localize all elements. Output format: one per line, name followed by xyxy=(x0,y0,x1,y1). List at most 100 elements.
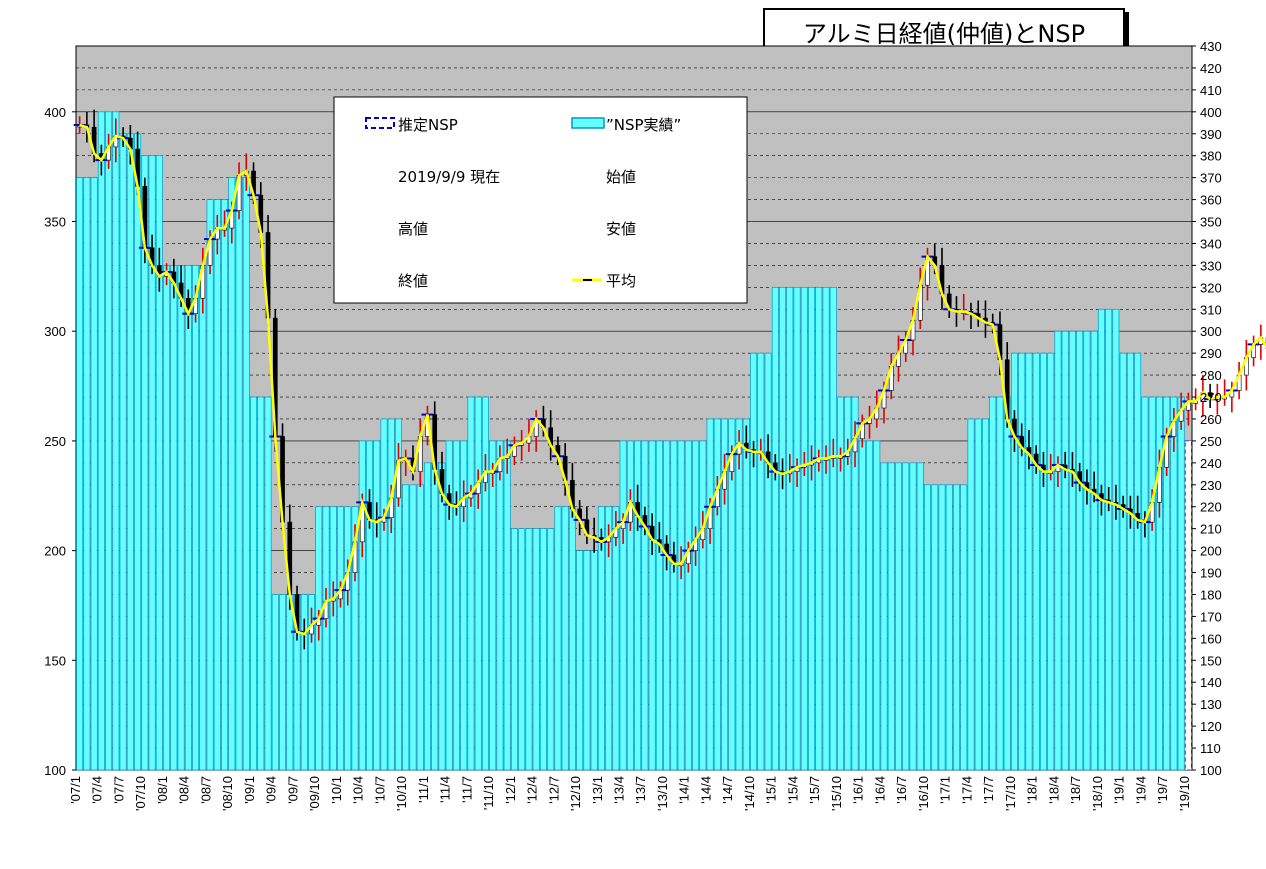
nsp-bar xyxy=(525,528,533,771)
left-axis-label: 300 xyxy=(44,324,66,339)
x-axis-label: '14/10 xyxy=(742,776,757,811)
x-axis-label: '07/10 xyxy=(133,776,148,811)
right-axis-label: 320 xyxy=(1200,280,1222,295)
nsp-bar xyxy=(1105,308,1113,771)
nsp-bar xyxy=(873,440,881,771)
left-axis-label: 100 xyxy=(44,763,66,778)
x-axis-label: '12/7 xyxy=(546,776,561,804)
nsp-bar xyxy=(568,506,576,771)
nsp-bar xyxy=(148,155,156,771)
right-axis-label: 380 xyxy=(1200,149,1222,164)
nsp-bar xyxy=(141,155,149,771)
nsp-bar xyxy=(97,111,105,771)
nsp-bar xyxy=(250,396,258,771)
nsp-bar xyxy=(199,265,207,771)
nsp-bar xyxy=(1032,352,1040,771)
nsp-bar xyxy=(271,594,279,771)
nsp-bar xyxy=(1061,330,1069,771)
nsp-bar xyxy=(1177,396,1185,771)
nsp-bar xyxy=(170,265,178,771)
x-axis-label: '10/10 xyxy=(394,776,409,811)
nsp-bar xyxy=(1083,330,1091,771)
nsp-bar xyxy=(648,440,656,771)
legend-nsp-actual-marker xyxy=(571,117,605,129)
legend-estimated-nsp-marker xyxy=(365,117,395,129)
right-axis-label: 260 xyxy=(1200,412,1222,427)
x-axis-label: '14/7 xyxy=(720,776,735,804)
x-axis-label: '17/1 xyxy=(938,776,953,804)
nsp-bar xyxy=(945,484,953,771)
right-axis-label: 270 xyxy=(1200,390,1222,405)
nsp-bar xyxy=(938,484,946,771)
left-axis-label: 400 xyxy=(44,105,66,120)
nsp-bar xyxy=(547,528,555,771)
x-axis-label: '07/7 xyxy=(111,776,126,804)
nsp-bar xyxy=(641,440,649,771)
x-axis-label: '15/7 xyxy=(807,776,822,804)
nsp-bar xyxy=(655,440,663,771)
nsp-bar xyxy=(786,286,794,771)
nsp-bar xyxy=(163,265,171,771)
nsp-bar xyxy=(1010,352,1018,771)
x-axis: '07/1 '07/4 '07/7 '07/10 '08/1 '08/4 '08/7 '08/… xyxy=(68,776,1192,811)
x-axis-label: '13/4 xyxy=(612,776,627,804)
nsp-bar xyxy=(1025,352,1033,771)
nsp-bar xyxy=(1170,396,1178,771)
nsp-bar xyxy=(184,265,192,771)
right-axis-label: 430 xyxy=(1200,39,1222,54)
x-axis-label: '15/1 xyxy=(764,776,779,804)
right-axis-label: 280 xyxy=(1200,368,1222,383)
x-axis-label: '13/7 xyxy=(633,776,648,804)
nsp-bar xyxy=(895,462,902,771)
x-axis-label: '19/7 xyxy=(1155,776,1170,804)
nsp-bar xyxy=(619,440,627,771)
nsp-bar xyxy=(721,418,729,771)
x-axis-label: '16/10 xyxy=(916,776,931,811)
x-axis-label: '12/10 xyxy=(568,776,583,811)
right-axis-label: 230 xyxy=(1200,478,1222,493)
right-axis-label: 180 xyxy=(1200,587,1222,602)
x-axis-label: '16/4 xyxy=(872,776,887,804)
nsp-bar xyxy=(380,418,388,771)
x-axis-label: '09/7 xyxy=(285,776,300,804)
nsp-bar xyxy=(576,550,584,771)
nsp-bar xyxy=(967,418,975,771)
right-axis-label: 150 xyxy=(1200,653,1222,668)
nsp-bar xyxy=(1112,308,1120,771)
legend-high: 高値 xyxy=(398,220,428,238)
nsp-bar xyxy=(481,396,489,771)
nsp-bar xyxy=(858,440,866,771)
nsp-bar xyxy=(561,506,569,771)
nsp-bar xyxy=(1039,352,1047,771)
nsp-bar xyxy=(496,440,504,771)
x-axis-label: '16/7 xyxy=(894,776,909,804)
nsp-bar xyxy=(337,506,344,771)
nsp-bar xyxy=(692,440,700,771)
x-axis-label: '07/4 xyxy=(90,776,105,804)
nsp-bar xyxy=(177,265,185,771)
nsp-bar xyxy=(779,286,787,771)
nsp-bar xyxy=(489,440,497,771)
right-axis-label: 130 xyxy=(1200,697,1222,712)
right-axis: 100 110 120 130 140 150 160 170 180 190 200 210 220 2… xyxy=(1192,39,1222,778)
nsp-bar xyxy=(467,396,475,771)
nsp-bar xyxy=(1155,396,1163,771)
x-axis-label: '08/1 xyxy=(155,776,170,804)
nsp-bar xyxy=(300,594,308,771)
x-axis-label: '09/4 xyxy=(264,776,279,804)
nsp-bar xyxy=(981,418,989,771)
nsp-bar xyxy=(329,506,337,771)
right-axis-label: 340 xyxy=(1200,236,1222,251)
nsp-bar xyxy=(134,133,142,771)
right-axis-label: 390 xyxy=(1200,127,1222,142)
x-axis-label: '17/4 xyxy=(959,776,974,804)
nsp-bar xyxy=(518,528,526,771)
nsp-bar xyxy=(699,440,707,771)
x-axis-label: '13/10 xyxy=(655,776,670,811)
nsp-bar xyxy=(474,396,482,771)
nsp-bar xyxy=(1148,396,1156,771)
nsp-bar xyxy=(815,286,823,771)
nsp-bar xyxy=(358,440,366,771)
nsp-bar xyxy=(1047,352,1055,771)
x-axis-label: '12/1 xyxy=(503,776,518,804)
